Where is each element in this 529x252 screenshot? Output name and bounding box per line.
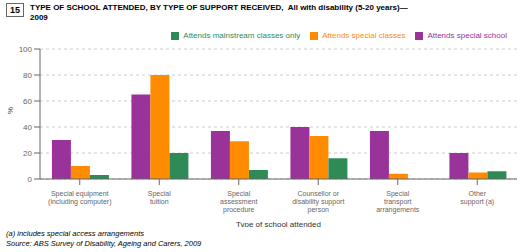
svg-text:Specialassessmentprocedure: Specialassessmentprocedure (220, 190, 257, 214)
svg-text:Othersupport (a): Othersupport (a) (460, 190, 494, 206)
svg-text:40: 40 (23, 123, 32, 132)
svg-text:60: 60 (23, 97, 32, 106)
html-text:(a) includes special access ar: (a) includes special access arrangements (6, 229, 144, 238)
html-text:TYPE OF SCHOOL ATTENDED, BY TY: TYPE OF SCHOOL ATTENDED, BY TYPE OF SUPP… (30, 3, 408, 12)
html-text:Source: ABS Survey of Disabili: Source: ABS Survey of Disability, Ageing… (6, 239, 202, 248)
svg-text:Type of school attended: Type of school attended (236, 220, 321, 227)
svg-text:Specialtuition: Specialtuition (148, 190, 171, 205)
svg-text:%: % (8, 107, 15, 114)
svg-text:100: 100 (19, 45, 33, 54)
html-text:Attends special school: Attends special school (427, 31, 507, 40)
html-text:15: 15 (10, 5, 20, 15)
svg-text:80: 80 (23, 71, 32, 80)
svg-text:Specialtransportarrangements: Specialtransportarrangements (376, 190, 420, 214)
svg-text:Counsellor ordisability suppor: Counsellor ordisability supportperson (292, 190, 344, 214)
svg-text:0: 0 (28, 175, 33, 184)
html-text:Attends mainstream classes onl: Attends mainstream classes only (183, 31, 301, 40)
svg-text:20: 20 (23, 149, 32, 158)
html-text:2009: 2009 (30, 13, 48, 22)
svg-text:Special equipment(including co: Special equipment(including computer) (48, 190, 111, 206)
html-text:Attends special classes: Attends special classes (322, 31, 406, 40)
